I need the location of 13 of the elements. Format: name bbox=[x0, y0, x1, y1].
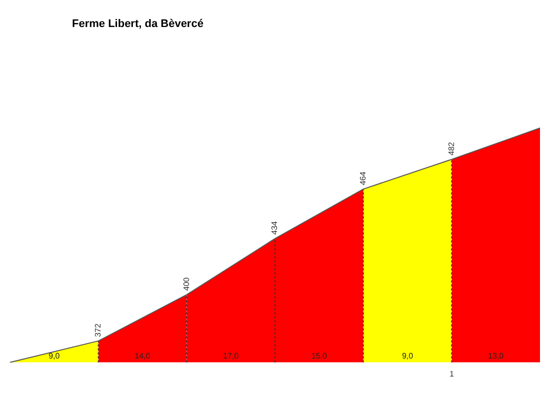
chart-title: Ferme Libert, da Bèvercé bbox=[72, 18, 204, 30]
data-label: 482 bbox=[446, 141, 456, 156]
annotation: 17,0 bbox=[223, 352, 240, 361]
data-label: 464 bbox=[358, 171, 368, 186]
annotation: 14,0 bbox=[134, 352, 151, 361]
annotation: 13,0 bbox=[488, 352, 504, 361]
annotation: 9,0 bbox=[402, 352, 414, 361]
data-label: 434 bbox=[270, 220, 280, 235]
data-label: 400 bbox=[182, 276, 191, 291]
data-label: 372 bbox=[94, 323, 103, 337]
annotation: 1 bbox=[449, 370, 454, 379]
annotation: 15,0 bbox=[311, 352, 328, 361]
annotation: 9,0 bbox=[48, 352, 60, 361]
